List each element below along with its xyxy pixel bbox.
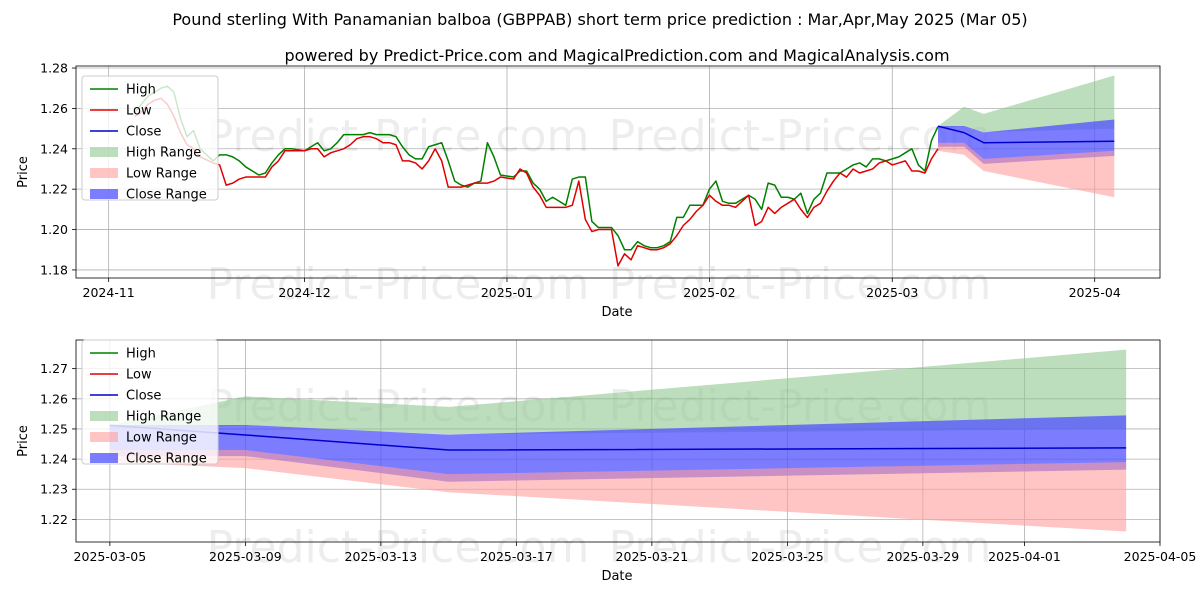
x-tick-label: 2025-04 [1069, 285, 1121, 300]
legend-high-label: High [126, 83, 156, 98]
legend-high-label: High [126, 347, 156, 362]
x-tick-label: 2025-03 [866, 285, 918, 300]
y-tick-label: 1.18 [40, 262, 68, 277]
bottom-chart-panel: Predict-Price.comPredict-Price.comPredic… [16, 339, 1197, 584]
x-tick-label: 2025-03-13 [345, 549, 418, 564]
low-series-line [134, 97, 939, 267]
legend-high-range-swatch [90, 411, 118, 421]
x-tick-label: 2025-02 [683, 285, 735, 300]
y-tick-label: 1.22 [40, 512, 68, 527]
x-tick-label: 2025-03-09 [209, 549, 282, 564]
y-tick-label: 1.24 [40, 141, 68, 156]
x-tick-label: 2025-03-05 [74, 549, 147, 564]
y-tick-label: 1.26 [40, 101, 68, 116]
x-axis-label: Date [601, 305, 632, 320]
legend-close-range-swatch [90, 189, 118, 199]
legend-low-label: Low [126, 104, 152, 119]
y-axis-label: Price [16, 156, 31, 188]
close-series-line [937, 125, 1115, 144]
legend-low-range-label: Low Range [126, 167, 197, 182]
watermark: Predict-Price.com [207, 111, 590, 162]
chart-subtitle: powered by Predict-Price.com and Magical… [284, 46, 949, 65]
low-range-band [109, 450, 1127, 532]
watermark: Predict-Price.com [609, 522, 992, 573]
y-tick-label: 1.23 [40, 482, 68, 497]
legend-close-label: Close [126, 389, 161, 404]
legend-close-range-label: Close Range [126, 452, 207, 467]
legend-high-range-swatch [90, 147, 118, 157]
plot-frame [75, 339, 1161, 543]
x-tick-label: 2025-01 [481, 285, 533, 300]
legend-close-range-label: Close Range [126, 188, 207, 203]
high-series-line [134, 85, 939, 251]
legend-high-range-label: High Range [126, 410, 201, 425]
x-tick-label: 2025-04-01 [988, 549, 1061, 564]
chart-title: Pound sterling With Panamanian balboa (G… [172, 10, 1027, 29]
watermark: Predict-Price.com [207, 522, 590, 573]
y-tick-label: 1.20 [40, 222, 68, 237]
x-tick-label: 2024-12 [278, 285, 330, 300]
legend-low-label: Low [126, 368, 152, 383]
x-tick-label: 2025-04-05 [1124, 549, 1197, 564]
low-range-band [937, 142, 1115, 198]
watermark: Predict-Price.com [609, 111, 992, 162]
y-tick-label: 1.28 [40, 61, 68, 76]
legend-close-range-swatch [90, 453, 118, 463]
y-axis-label: Price [16, 425, 31, 457]
y-tick-label: 1.27 [40, 361, 68, 376]
plot-frame [75, 65, 1161, 279]
x-tick-label: 2025-03-21 [616, 549, 689, 564]
legend: High Low Close High Range Low Range Close Ran… [81, 75, 219, 203]
top-chart-panel: Predict-Price.com Predict-Price.com Predic… [16, 61, 1161, 320]
legend-low-range-swatch [90, 432, 118, 442]
legend-close-label: Close [126, 125, 161, 140]
y-tick-label: 1.26 [40, 391, 68, 406]
legend-high-range-label: High Range [126, 146, 201, 161]
watermark: Predict-Price.com [207, 259, 590, 310]
x-tick-label: 2025-03-29 [887, 549, 960, 564]
watermark: Predict-Price.com [609, 259, 992, 310]
y-tick-label: 1.24 [40, 452, 68, 467]
x-tick-label: 2024-11 [83, 285, 135, 300]
legend-low-range-swatch [90, 168, 118, 178]
high-range-band [937, 75, 1115, 133]
x-tick-label: 2025-03-25 [751, 549, 824, 564]
high-range-band [109, 349, 1127, 435]
legend-low-range-label: Low Range [126, 431, 197, 446]
legend: High Low Close High Range Low Range Close Ran… [81, 339, 219, 467]
y-tick-label: 1.25 [40, 421, 68, 436]
x-tick-label: 2025-03-17 [480, 549, 553, 564]
y-tick-label: 1.22 [40, 182, 68, 197]
x-axis-label: Date [601, 569, 632, 584]
